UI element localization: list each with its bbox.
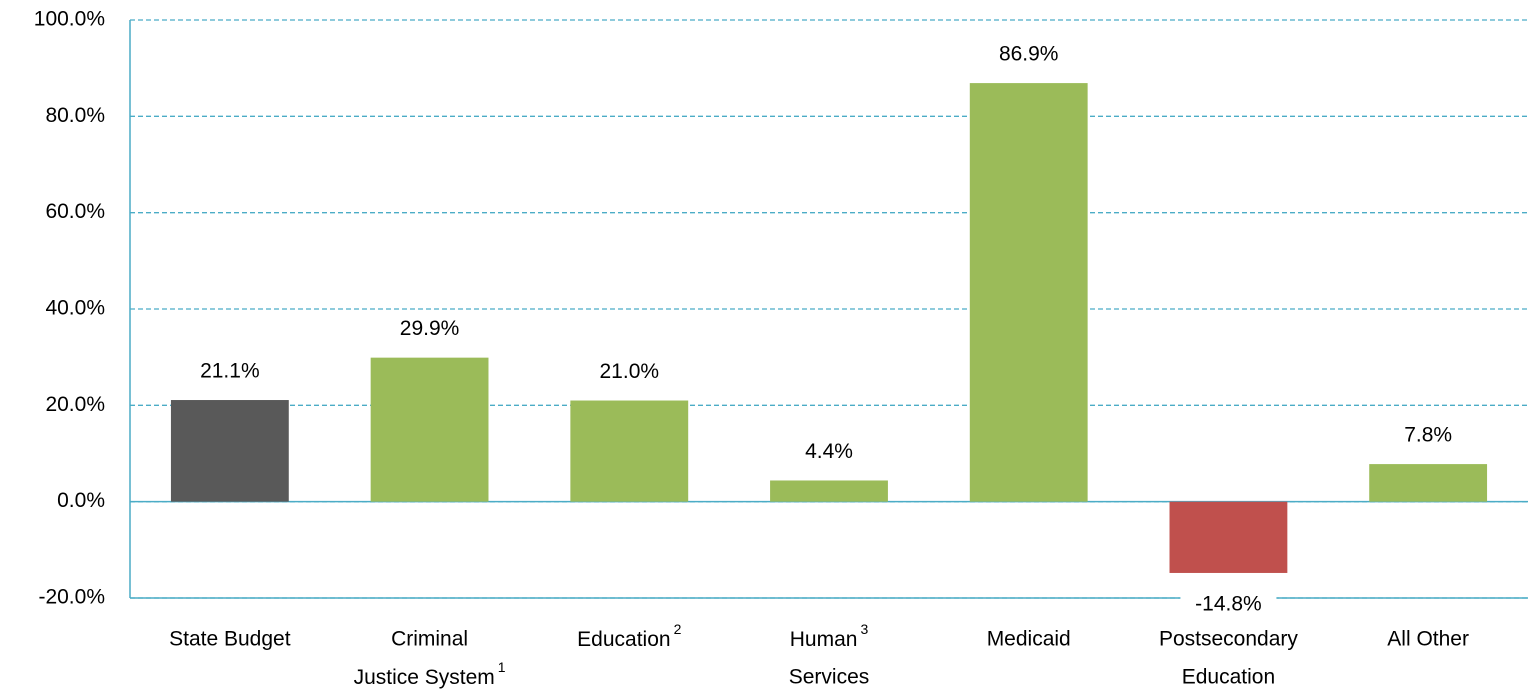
x-tick-label: Services: [789, 666, 870, 689]
y-tick-label: 0.0%: [57, 489, 105, 512]
bar: [370, 357, 489, 502]
data-label: 21.0%: [600, 360, 660, 383]
bar: [969, 83, 1088, 502]
y-tick-label: 60.0%: [45, 200, 105, 223]
bar: [770, 480, 888, 502]
x-tick-label: State Budget: [169, 628, 291, 651]
data-label: 21.1%: [200, 360, 260, 383]
data-label: 29.9%: [400, 317, 460, 340]
x-tick-label: Postsecondary: [1159, 628, 1298, 651]
label-background: [1180, 590, 1277, 619]
data-label: 7.8%: [1404, 424, 1452, 447]
x-tick-label: Human 3: [790, 621, 869, 651]
y-tick-label: 20.0%: [45, 393, 105, 416]
category-text: Education: [577, 628, 670, 651]
x-tick-label: All Other: [1387, 628, 1469, 651]
bar: [570, 400, 689, 502]
footnote-mark: 3: [860, 621, 868, 637]
footnote-mark: 1: [498, 659, 506, 675]
category-text: Justice System: [354, 666, 495, 689]
bar: [170, 400, 289, 502]
x-tick-label: Education 2: [577, 621, 681, 651]
bar: [1169, 501, 1288, 573]
y-tick-label: 40.0%: [45, 297, 105, 320]
data-label: 4.4%: [805, 440, 853, 463]
x-tick-label: Justice System 1: [354, 659, 506, 689]
data-label: 86.9%: [999, 43, 1059, 66]
x-tick-label: Criminal: [391, 628, 468, 651]
y-tick-label: 100.0%: [34, 8, 105, 31]
footnote-mark: 2: [674, 621, 682, 637]
bar: [1369, 464, 1488, 502]
x-tick-label: Education: [1182, 666, 1275, 689]
category-text: Human: [790, 628, 858, 651]
y-tick-label: 80.0%: [45, 104, 105, 127]
data-label: -14.8%: [1195, 593, 1262, 616]
x-tick-label: Medicaid: [987, 628, 1071, 651]
y-tick-label: -20.0%: [38, 586, 105, 609]
